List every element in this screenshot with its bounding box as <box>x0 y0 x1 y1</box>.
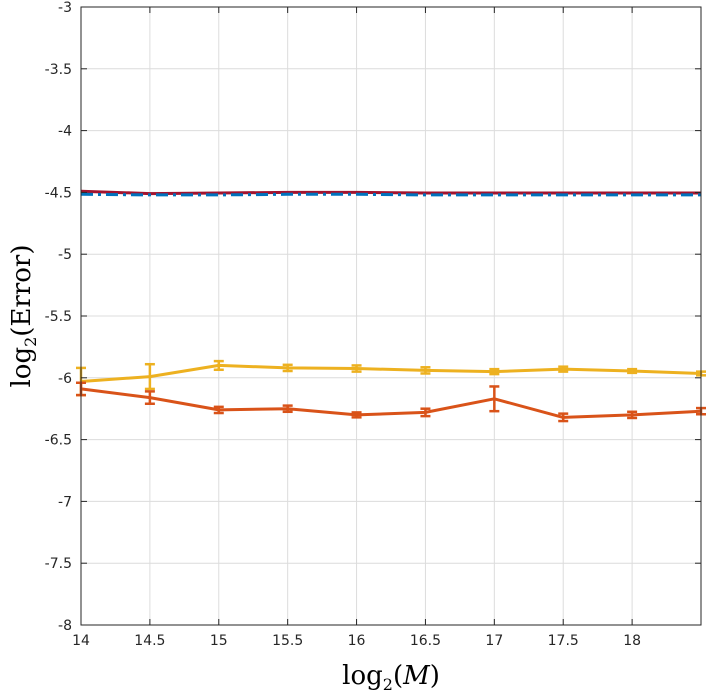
y-tick-label: -3.5 <box>45 62 72 78</box>
y-axis-label-log: log <box>7 347 37 388</box>
y-tick-label: -5.5 <box>45 309 72 325</box>
axis-ticks: 14 14.5 15 15.5 16 16.5 17 17.5 18 -3 -3.5 -4 -4.5 -5… <box>45 0 701 649</box>
x-tick-label: 15 <box>210 633 228 649</box>
x-tick-label: 17.5 <box>548 633 579 649</box>
y-tick-label: -7 <box>58 494 72 510</box>
y-tick-label: -4 <box>58 124 72 140</box>
x-axis-label: log2(M) <box>342 661 440 693</box>
series-line-2 <box>80 192 701 197</box>
y-axis-label: log2(Error) <box>7 244 40 387</box>
series-line-1 <box>80 189 701 196</box>
series-line-3 <box>80 363 702 383</box>
x-axis-label-var: M <box>402 661 431 691</box>
series-line-4 <box>80 387 702 419</box>
y-axis-label-arg: (Error) <box>7 244 37 336</box>
x-tick-label: 15.5 <box>272 633 303 649</box>
series-layer <box>76 189 706 423</box>
x-tick-label: 14 <box>72 633 90 649</box>
y-tick-label: -4.5 <box>45 185 72 201</box>
x-axis-label-base: 2 <box>383 675 393 693</box>
x-tick-label: 14.5 <box>134 633 165 649</box>
grid-lines <box>80 6 701 626</box>
y-tick-label: -3 <box>58 0 72 16</box>
y-tick-label: -7.5 <box>45 556 72 572</box>
x-tick-label: 18 <box>623 633 641 649</box>
x-tick-label: 16 <box>348 633 366 649</box>
y-tick-label: -6 <box>58 371 72 387</box>
x-tick-label: 16.5 <box>410 633 441 649</box>
x-axis-label-open: ( <box>393 661 403 691</box>
x-tick-label: 17 <box>485 633 503 649</box>
y-tick-label: -5 <box>58 247 72 263</box>
y-axis-label-base: 2 <box>21 337 40 347</box>
x-axis-label-log: log <box>342 661 383 691</box>
y-tick-label: -6.5 <box>45 433 72 449</box>
x-axis-label-close: ) <box>430 661 440 691</box>
y-tick-label: -8 <box>58 618 72 634</box>
